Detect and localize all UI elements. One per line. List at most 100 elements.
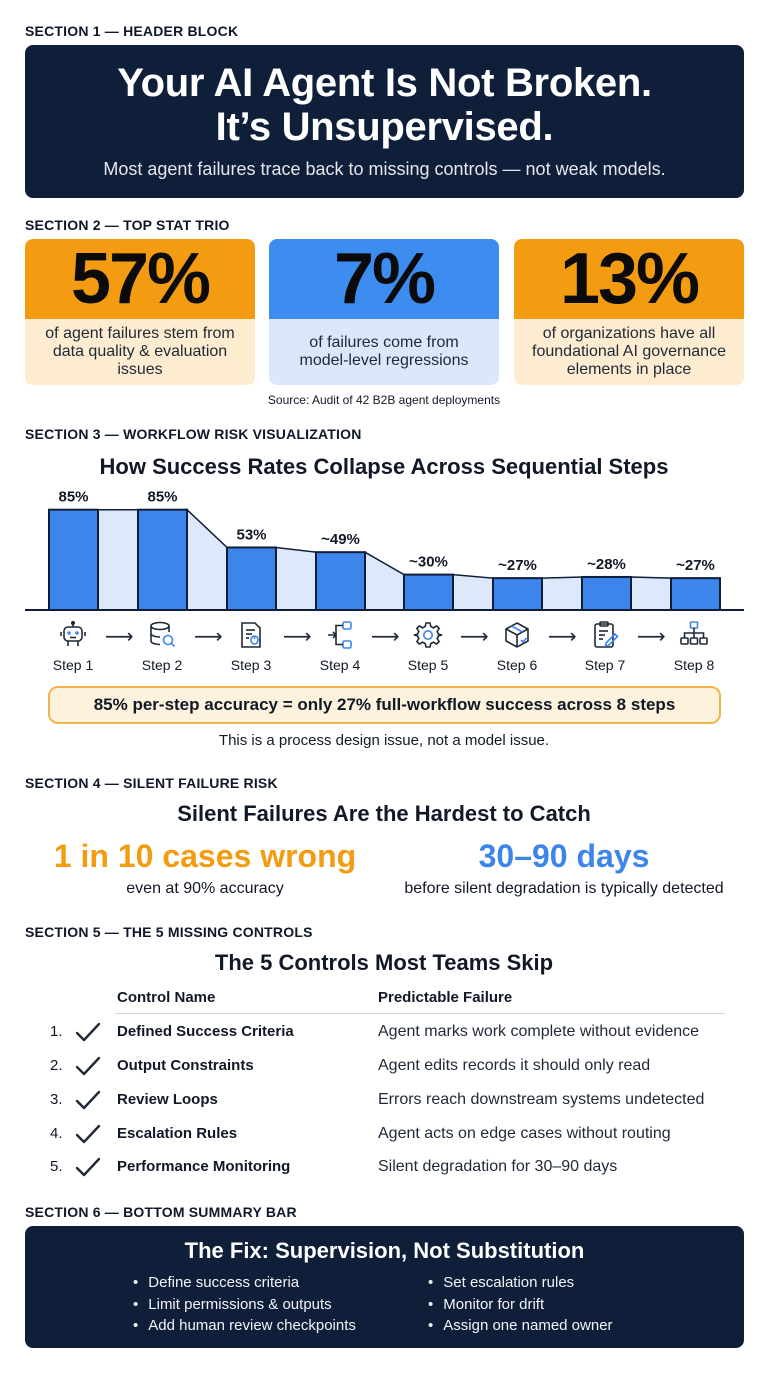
connector-7 <box>630 576 672 611</box>
control-failure: Silent degradation for 30–90 days <box>378 1158 618 1175</box>
step-1: Step 1 <box>33 620 113 673</box>
database-search-icon <box>150 621 176 648</box>
step-label: Step 5 <box>407 657 449 673</box>
bar-step-7 <box>581 575 632 611</box>
row-number: 1. <box>50 1023 63 1040</box>
connector-5 <box>452 573 494 611</box>
control-row: 4. Escalation Rules Agent acts on edge c… <box>0 1124 768 1149</box>
bar-step-1 <box>48 508 99 612</box>
data-label: 53% <box>236 526 266 543</box>
header-title-line-1: Your AI Agent Is Not Broken. <box>117 61 652 105</box>
control-failure: Agent edits records it should only read <box>378 1057 651 1074</box>
column-header-control-name: Control Name <box>117 989 216 1006</box>
section-6-label: SECTION 6 — BOTTOM SUMMARY BAR <box>25 1204 297 1220</box>
arrow-right-icon: ⟶ <box>548 626 577 648</box>
clipboard-edit-icon <box>594 621 619 648</box>
stat-value: 13% <box>514 239 744 319</box>
step-label: Step 2 <box>141 657 183 673</box>
step-3: Step 3 <box>211 620 291 673</box>
bar-step-8 <box>670 577 721 611</box>
fix-item: Set escalation rules <box>428 1272 613 1294</box>
control-name: Output Constraints <box>117 1057 254 1074</box>
control-failure: Agent acts on edge cases without routing <box>378 1125 671 1142</box>
silent-right-caption: before silent degradation is typically d… <box>404 880 724 897</box>
fix-item: Monitor for drift <box>428 1294 613 1316</box>
step-6: Step 6 <box>477 620 557 673</box>
summary-bar: The Fix: Supervision, Not Substitution D… <box>25 1226 744 1348</box>
bar-step-6 <box>492 577 543 611</box>
document-icon <box>241 622 261 648</box>
bar-step-2 <box>137 508 188 612</box>
fix-title: The Fix: Supervision, Not Substitution <box>184 1238 585 1263</box>
gear-icon <box>413 622 443 648</box>
step-5: Step 5 <box>388 620 468 673</box>
stat-card-2: 7% of failures come from model-level reg… <box>269 239 499 385</box>
checkmark-icon <box>75 1124 101 1144</box>
row-number: 4. <box>50 1125 63 1142</box>
control-row: 1. Defined Success Criteria Agent marks … <box>0 1022 768 1047</box>
connector-6 <box>541 576 583 611</box>
stat-card-1: 57% of agent failures stem from data qua… <box>25 239 255 385</box>
header-subtitle: Most agent failures trace back to missin… <box>103 159 666 179</box>
arrow-right-icon: ⟶ <box>194 626 223 648</box>
control-row: 5. Performance Monitoring Silent degrada… <box>0 1157 768 1182</box>
control-name: Review Loops <box>117 1091 218 1108</box>
data-label: 85% <box>58 489 88 506</box>
control-failure: Agent marks work complete without eviden… <box>378 1023 700 1040</box>
workflow-branch-icon <box>328 621 352 649</box>
stat-text: of agent failures stem from data quality… <box>25 319 255 385</box>
callout-note: This is a process design issue, not a mo… <box>218 732 550 749</box>
fix-item: Limit permissions & outputs <box>133 1294 356 1316</box>
control-row: 2. Output Constraints Agent edits record… <box>0 1056 768 1081</box>
arrow-right-icon: ⟶ <box>637 626 666 648</box>
step-label: Step 8 <box>673 657 715 673</box>
silent-right-stat: 30–90 days <box>478 838 650 874</box>
stat-card-3: 13% of organizations have all foundation… <box>514 239 744 385</box>
control-failure: Errors reach downstream systems undetect… <box>378 1091 705 1108</box>
connector-4 <box>364 550 405 611</box>
fix-list-right: Set escalation rules Monitor for drift A… <box>428 1272 613 1337</box>
stat-text: of organizations have all foundational A… <box>514 319 744 385</box>
control-name: Defined Success Criteria <box>117 1023 294 1040</box>
control-name: Performance Monitoring <box>117 1158 291 1175</box>
arrow-right-icon: ⟶ <box>105 626 134 648</box>
data-label: ~30% <box>409 554 448 571</box>
fix-list-left: Define success criteria Limit permission… <box>133 1272 356 1337</box>
fix-item: Assign one named owner <box>428 1315 612 1337</box>
connector-2 <box>186 507 228 611</box>
data-label: ~27% <box>676 557 715 574</box>
connector-1 <box>97 508 139 611</box>
row-number: 3. <box>50 1091 63 1108</box>
step-2: Step 2 <box>122 620 202 673</box>
section-3-label: SECTION 3 — WORKFLOW RISK VISUALIZATION <box>25 426 362 442</box>
section-4-label: SECTION 4 — SILENT FAILURE RISK <box>25 775 278 791</box>
connector-3 <box>275 546 317 611</box>
chart-title: How Success Rates Collapse Across Sequen… <box>99 454 669 479</box>
arrow-right-icon: ⟶ <box>371 626 400 648</box>
step-label: Step 1 <box>52 657 94 673</box>
step-label: Step 3 <box>230 657 272 673</box>
data-label: ~27% <box>498 557 537 574</box>
header-block: Your AI Agent Is Not Broken. It’s Unsupe… <box>25 45 744 198</box>
step-4: Step 4 <box>300 620 380 673</box>
section-5-label: SECTION 5 — THE 5 MISSING CONTROLS <box>25 924 313 940</box>
silent-left-caption: even at 90% accuracy <box>126 880 284 897</box>
fix-item: Define success criteria <box>133 1272 356 1294</box>
row-number: 5. <box>50 1158 63 1175</box>
checkmark-icon <box>75 1157 101 1177</box>
silent-left-stat: 1 in 10 cases wrong <box>53 838 357 874</box>
stat-text: of failures come from model-level regres… <box>269 319 499 385</box>
bar-step-5 <box>403 573 454 611</box>
checkmark-icon <box>75 1056 101 1076</box>
control-name: Escalation Rules <box>117 1125 238 1142</box>
stat-value: 7% <box>269 239 499 319</box>
stat-value: 57% <box>25 239 255 319</box>
controls-title: The 5 Controls Most Teams Skip <box>214 950 554 975</box>
section-2-label: SECTION 2 — TOP STAT TRIO <box>25 217 230 233</box>
workflow-callout: 85% per-step accuracy = only 27% full-wo… <box>48 686 721 724</box>
header-title: Your AI Agent Is Not Broken. It’s Unsupe… <box>25 45 744 149</box>
workflow-steps: Step 1 ⟶ Step 2 ⟶ Step 3 ⟶ <box>25 620 744 680</box>
bar-step-4 <box>315 551 366 611</box>
data-label: ~49% <box>321 531 360 548</box>
step-label: Step 4 <box>319 657 361 673</box>
